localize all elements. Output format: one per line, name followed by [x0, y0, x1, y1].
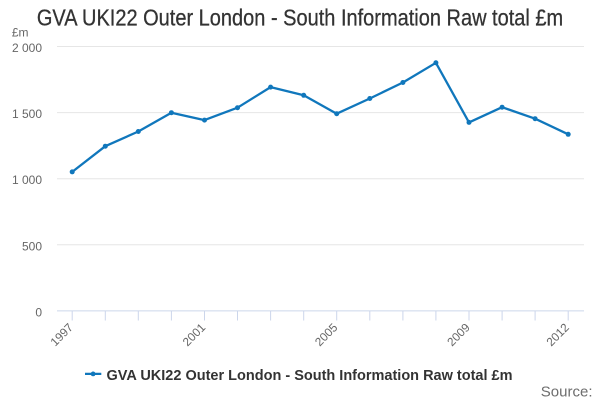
svg-text:500: 500 [22, 239, 42, 253]
svg-text:GVA UKI22 Outer London - South: GVA UKI22 Outer London - South Informati… [107, 368, 513, 384]
svg-text:Source:: Source: [541, 384, 593, 401]
svg-text:0: 0 [35, 305, 42, 319]
svg-text:GVA UKI22 Outer London - South: GVA UKI22 Outer London - South Informati… [37, 4, 563, 31]
svg-text:£m: £m [12, 26, 29, 40]
svg-text:2 000: 2 000 [12, 41, 42, 55]
svg-text:1 500: 1 500 [12, 107, 42, 121]
svg-text:1 000: 1 000 [12, 173, 42, 187]
